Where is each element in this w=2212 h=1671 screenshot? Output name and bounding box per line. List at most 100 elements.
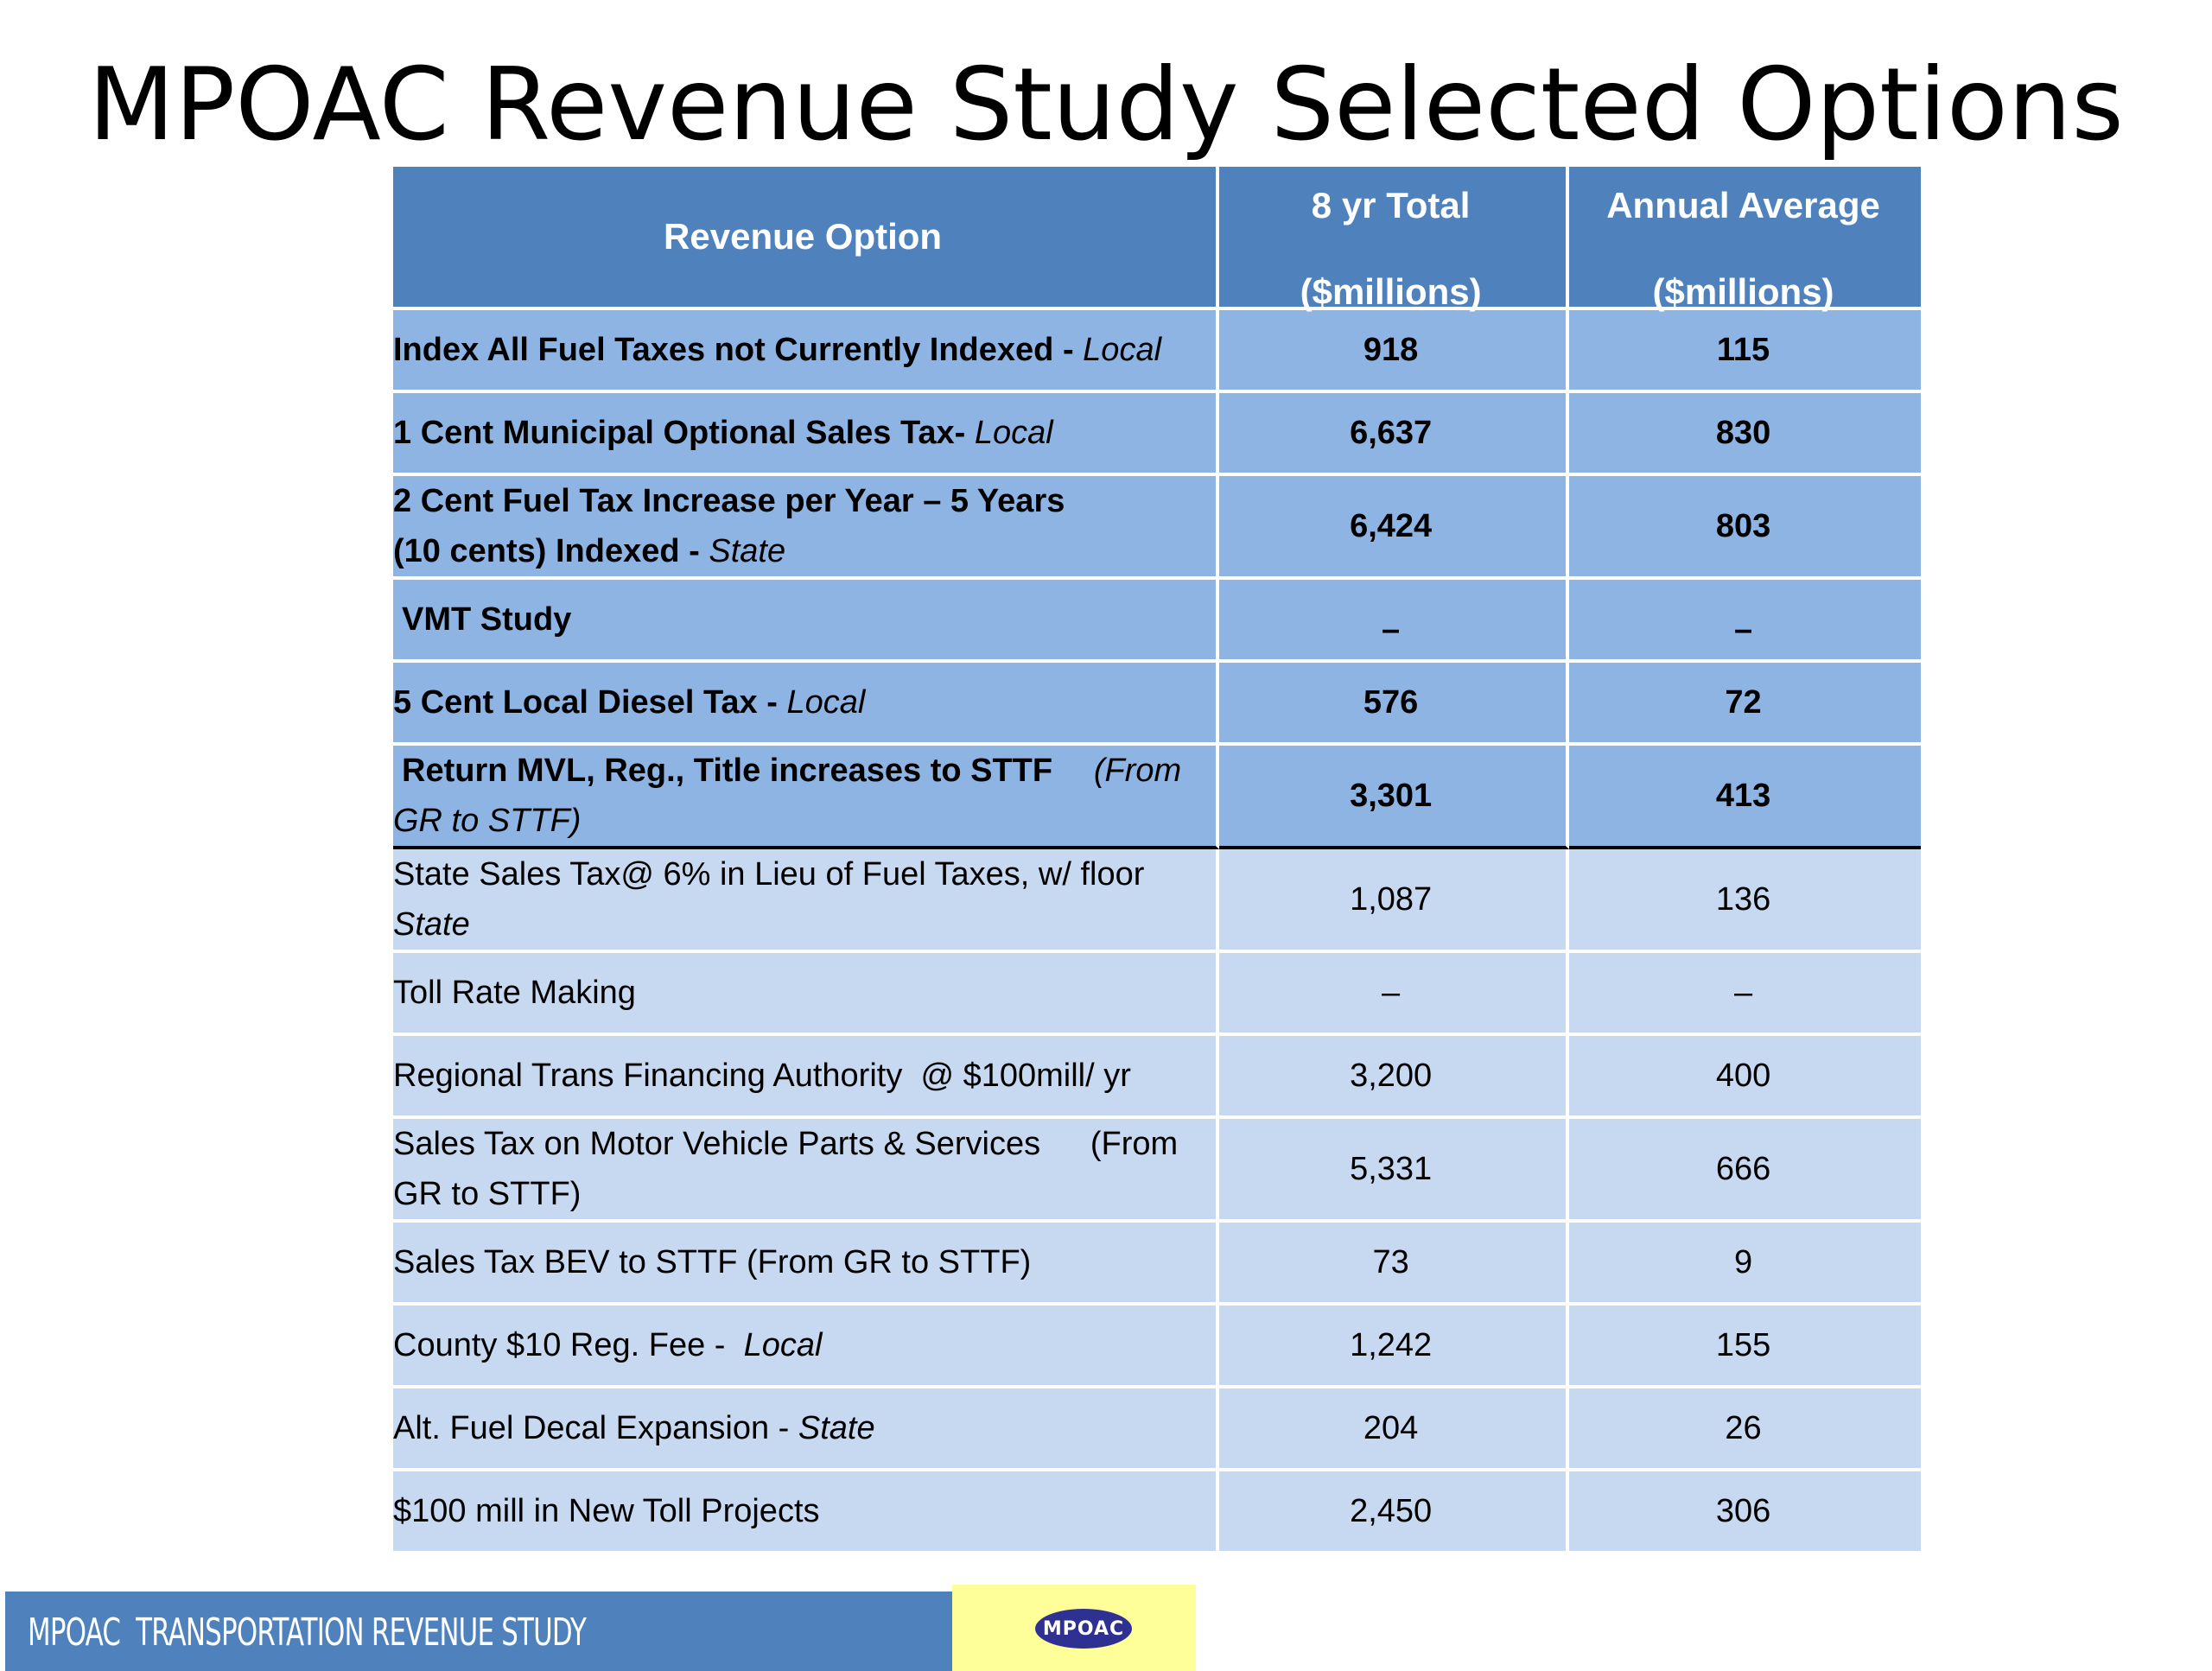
- average-cell: –: [1569, 580, 1921, 663]
- table-row: Alt. Fuel Decal Expansion - State 204 26: [393, 1388, 1921, 1471]
- revenue-option-cell: Sales Tax on Motor Vehicle Parts & Servi…: [393, 1119, 1220, 1223]
- option-label: Sales Tax on Motor Vehicle Parts & Servi…: [393, 1126, 1041, 1162]
- option-level-tag: State: [709, 533, 786, 569]
- total-value: –: [1382, 612, 1401, 648]
- total-cell: 73: [1219, 1223, 1570, 1306]
- average-cell: –: [1569, 953, 1921, 1036]
- total-cell: 3,301: [1219, 746, 1570, 849]
- total-cell: 6,637: [1219, 393, 1570, 476]
- revenue-option-cell: 1 Cent Municipal Optional Sales Tax- Loc…: [393, 393, 1220, 476]
- option-label: Index All Fuel Taxes not Currently Index…: [393, 332, 1054, 368]
- option-label: County $10 Reg. Fee -: [393, 1327, 744, 1363]
- total-cell: 918: [1219, 310, 1570, 393]
- table-row: County $10 Reg. Fee - Local 1,242 155: [393, 1306, 1921, 1388]
- option-label: 5 Cent Local Diesel Tax: [393, 684, 758, 721]
- revenue-option-cell: State Sales Tax@ 6% in Lieu of Fuel Taxe…: [393, 849, 1220, 953]
- header-8yr-total-line1: 8 yr Total: [1311, 185, 1471, 226]
- table-row: Toll Rate Making – –: [393, 953, 1921, 1036]
- footer-title: MPOAC TRANSPORTATION REVENUE STUDY: [28, 1611, 587, 1655]
- header-8yr-total: 8 yr Total ($millions): [1219, 167, 1570, 312]
- option-level-tag: Local: [786, 684, 866, 721]
- option-note-start: (From: [1093, 753, 1182, 789]
- footer-bar: MPOAC TRANSPORTATION REVENUE STUDY: [5, 1592, 952, 1671]
- average-cell: 9: [1569, 1223, 1921, 1306]
- total-cell: 2,450: [1219, 1471, 1570, 1554]
- table-row: 5 Cent Local Diesel Tax - Local 576 72: [393, 663, 1921, 746]
- header-annual-average: Annual Average ($millions): [1569, 167, 1921, 312]
- option-separator: -: [679, 533, 709, 569]
- option-level-tag: Local: [974, 415, 1053, 451]
- option-label: VMT Study: [402, 601, 572, 638]
- option-level-tag: State: [798, 1410, 875, 1446]
- total-cell: 576: [1219, 663, 1570, 746]
- option-note-end: GR to STTF): [393, 1176, 582, 1212]
- average-cell: 155: [1569, 1306, 1921, 1388]
- option-separator: -: [1053, 332, 1084, 368]
- average-value: –: [1733, 612, 1753, 648]
- option-separator: [965, 415, 975, 451]
- total-cell: 1,087: [1219, 849, 1570, 953]
- table-row: Return MVL, Reg., Title increases to STT…: [393, 746, 1921, 849]
- header-8yr-total-line2: ($millions): [1300, 271, 1482, 312]
- average-cell: 136: [1569, 849, 1921, 953]
- revenue-option-cell: 5 Cent Local Diesel Tax - Local: [393, 663, 1220, 746]
- total-cell: 3,200: [1219, 1036, 1570, 1119]
- option-label: State Sales Tax@ 6% in Lieu of Fuel Taxe…: [393, 856, 1145, 893]
- slide-title: MPOAC Revenue Study Selected Options: [88, 47, 2124, 163]
- total-cell: 5,331: [1219, 1119, 1570, 1223]
- table-row: Index All Fuel Taxes not Currently Index…: [393, 310, 1921, 393]
- option-level-tag: Local: [743, 1327, 823, 1363]
- average-cell: 72: [1569, 663, 1921, 746]
- revenue-option-cell: Toll Rate Making: [393, 953, 1220, 1036]
- table-row: State Sales Tax@ 6% in Lieu of Fuel Taxe…: [393, 849, 1921, 953]
- header-annual-average-line2: ($millions): [1652, 271, 1834, 312]
- table-row: VMT Study – –: [393, 580, 1921, 663]
- option-separator: -: [757, 684, 787, 721]
- revenue-option-cell: Return MVL, Reg., Title increases to STT…: [393, 746, 1220, 849]
- revenue-option-cell: County $10 Reg. Fee - Local: [393, 1306, 1220, 1388]
- table-row: Sales Tax on Motor Vehicle Parts & Servi…: [393, 1119, 1921, 1223]
- option-note-start: (From: [1090, 1126, 1179, 1162]
- mpoac-logo: MPOAC: [1035, 1609, 1132, 1649]
- average-cell: 830: [1569, 393, 1921, 476]
- total-cell: –: [1219, 580, 1570, 663]
- header-annual-average-line1: Annual Average: [1606, 185, 1880, 226]
- total-cell: 6,424: [1219, 476, 1570, 580]
- table-header-row: Revenue Option 8 yr Total ($millions) An…: [393, 167, 1921, 312]
- option-label-line1: 2 Cent Fuel Tax Increase per Year – 5 Ye…: [393, 483, 1065, 519]
- table-row: 1 Cent Municipal Optional Sales Tax- Loc…: [393, 393, 1921, 476]
- option-label: 1 Cent Municipal Optional Sales Tax-: [393, 415, 966, 451]
- mpoac-logo-text: MPOAC: [1042, 1617, 1125, 1640]
- revenue-option-cell: VMT Study: [393, 580, 1220, 663]
- option-level-tag: Local: [1083, 332, 1162, 368]
- average-cell: 413: [1569, 746, 1921, 849]
- average-cell: 400: [1569, 1036, 1921, 1119]
- total-cell: 1,242: [1219, 1306, 1570, 1388]
- option-level-tag: State: [393, 906, 470, 943]
- revenue-option-cell: $100 mill in New Toll Projects: [393, 1471, 1220, 1554]
- average-cell: 115: [1569, 310, 1921, 393]
- footer-logo-box: MPOAC: [952, 1585, 1196, 1671]
- option-note-end: GR to STTF): [393, 803, 582, 839]
- table-row: $100 mill in New Toll Projects 2,450 306: [393, 1471, 1921, 1554]
- option-label: Alt. Fuel Decal Expansion -: [393, 1410, 798, 1446]
- table-row: Sales Tax BEV to STTF (From GR to STTF) …: [393, 1223, 1921, 1306]
- header-revenue-option: Revenue Option: [393, 167, 1220, 310]
- average-cell: 803: [1569, 476, 1921, 580]
- revenue-option-cell: Alt. Fuel Decal Expansion - State: [393, 1388, 1220, 1471]
- total-cell: –: [1219, 953, 1570, 1036]
- average-cell: 26: [1569, 1388, 1921, 1471]
- revenue-option-cell: Sales Tax BEV to STTF (From GR to STTF): [393, 1223, 1220, 1306]
- option-label-line2: (10 cents) Indexed: [393, 533, 680, 569]
- revenue-option-cell: Regional Trans Financing Authority @ $10…: [393, 1036, 1220, 1119]
- table-row: 2 Cent Fuel Tax Increase per Year – 5 Ye…: [393, 476, 1921, 580]
- revenue-options-table: Revenue Option 8 yr Total ($millions) An…: [393, 167, 1921, 1554]
- revenue-option-cell: Index All Fuel Taxes not Currently Index…: [393, 310, 1220, 393]
- average-cell: 666: [1569, 1119, 1921, 1223]
- header-revenue-option-label: Revenue Option: [664, 216, 943, 257]
- revenue-option-cell: 2 Cent Fuel Tax Increase per Year – 5 Ye…: [393, 476, 1220, 580]
- option-label: Return MVL, Reg., Title increases to STT…: [402, 753, 1053, 789]
- total-cell: 204: [1219, 1388, 1570, 1471]
- table-row: Regional Trans Financing Authority @ $10…: [393, 1036, 1921, 1119]
- average-cell: 306: [1569, 1471, 1921, 1554]
